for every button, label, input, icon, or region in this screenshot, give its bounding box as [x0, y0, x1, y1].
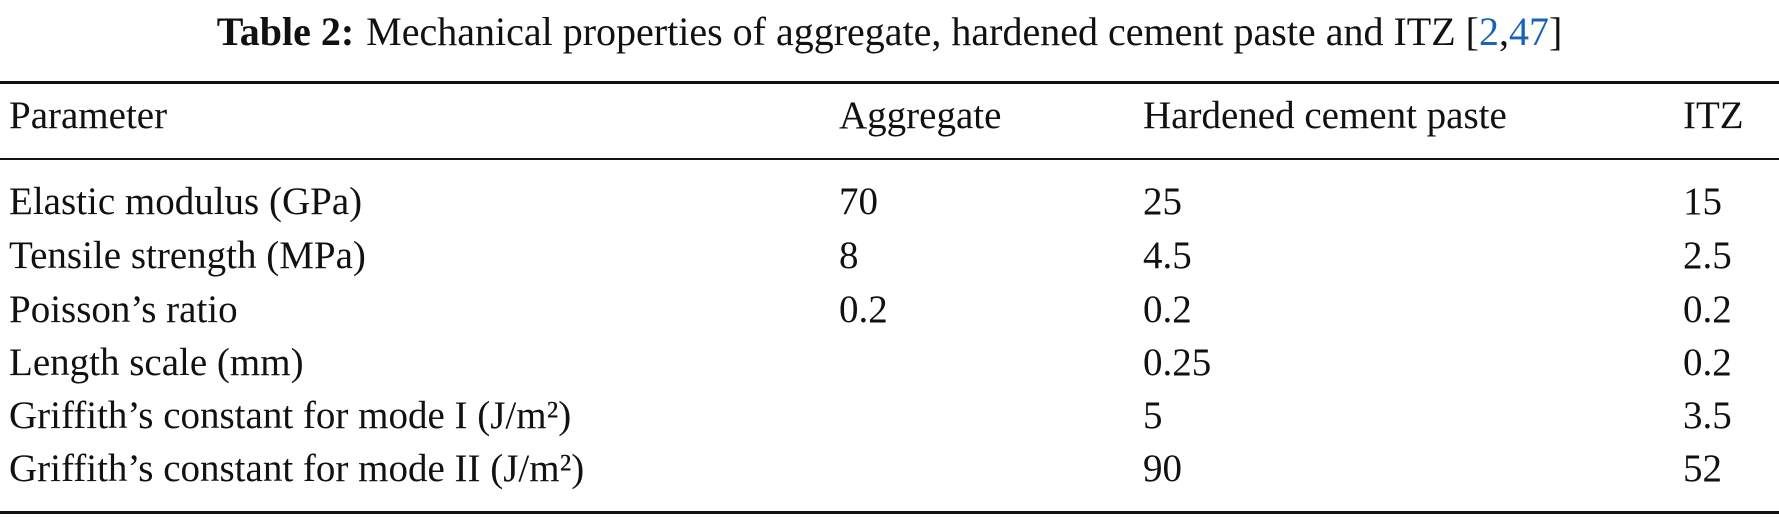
header-cell: ITZ [1683, 94, 1744, 137]
row-label: Length scale (mm) [9, 341, 304, 384]
caption-text: Mechanical properties of aggregate, hard… [366, 9, 1456, 54]
row-label: Tensile strength (MPa) [9, 234, 366, 277]
top-rule [0, 81, 1779, 84]
table-cell: 25 [1143, 180, 1182, 223]
table-cell: 0.2 [839, 288, 888, 331]
table-cell: 2.5 [1683, 234, 1732, 277]
header-cell: Hardened cement paste [1143, 94, 1507, 137]
citation-ref[interactable]: 47 [1508, 9, 1549, 54]
table-cell: 70 [839, 180, 878, 223]
table-cell: 8 [839, 234, 859, 277]
citation-ref[interactable]: 2 [1478, 9, 1499, 54]
header-cell: Parameter [9, 94, 168, 137]
citation-close: ] [1548, 9, 1563, 54]
citation-open: [ [1465, 9, 1479, 54]
row-label: Poisson’s ratio [9, 288, 238, 331]
table-cell: 0.25 [1143, 341, 1212, 384]
table-cell: 4.5 [1143, 234, 1192, 277]
bottom-rule [0, 511, 1779, 514]
header-rule [0, 158, 1779, 160]
row-label: Elastic modulus (GPa) [9, 180, 363, 223]
table-cell: 0.2 [1683, 288, 1732, 331]
row-label: Griffith’s constant for mode II (J/m²) [9, 447, 585, 490]
table-cell: 15 [1683, 180, 1722, 223]
header-cell: Aggregate [839, 94, 1002, 137]
caption-label: Table 2: [216, 9, 355, 54]
table-cell: 5 [1143, 394, 1163, 437]
table-cell: 0.2 [1683, 341, 1732, 384]
caption: Table 2: Mechanical properties of aggrega… [0, 8, 1779, 56]
citation-separator: , [1498, 9, 1509, 54]
table-cell: 0.2 [1143, 288, 1192, 331]
row-label: Griffith’s constant for mode I (J/m²) [9, 394, 572, 437]
table-cell: 3.5 [1683, 394, 1732, 437]
table-cell: 52 [1683, 447, 1722, 490]
table-cell: 90 [1143, 447, 1182, 490]
